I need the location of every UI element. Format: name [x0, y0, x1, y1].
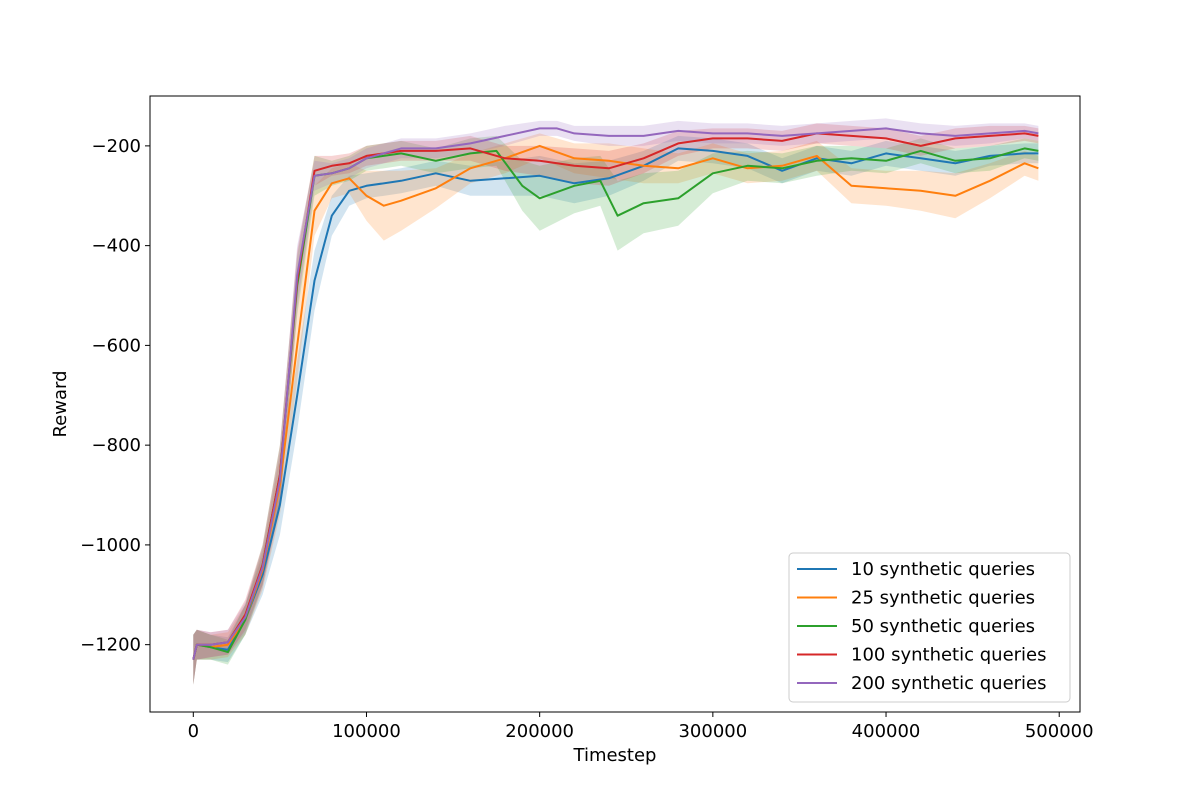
series-line-1 [192, 147, 1039, 660]
x-tick-label: 400000 [852, 721, 921, 742]
y-tick-label: −1000 [80, 535, 141, 556]
legend-label: 10 synthetic queries [851, 559, 1035, 580]
series-band-2 [193, 133, 1039, 685]
legend-box [788, 552, 1071, 703]
legend-label: 50 synthetic queries [851, 616, 1035, 637]
x-tick-label: 0 [188, 721, 199, 742]
legend: 10 synthetic queries 25 synthetic queries… [788, 552, 1071, 703]
legend-label: 25 synthetic queries [851, 588, 1035, 609]
x-axis-title: Timestep [573, 745, 657, 766]
y-axis-ticks: −1200 −1000 −800 −600 −400 −200 [80, 136, 150, 656]
y-tick-label: −800 [92, 435, 141, 456]
x-axis-ticks: 0 100000 200000 300000 400000 500000 [188, 712, 1094, 742]
x-tick-label: 100000 [332, 721, 401, 742]
y-tick-label: −1200 [80, 635, 141, 656]
plot-frame [149, 95, 1081, 713]
std-bands [193, 118, 1039, 685]
x-tick-label: 500000 [1025, 721, 1094, 742]
y-tick-label: −400 [92, 236, 141, 257]
series-line-5 [192, 127, 1039, 660]
y-tick-label: −200 [92, 136, 141, 157]
legend-label: 100 synthetic queries [851, 645, 1047, 666]
y-axis-title: Reward [50, 370, 71, 437]
x-tick-label: 200000 [505, 721, 574, 742]
series-lines [192, 127, 1039, 660]
x-tick-label: 300000 [678, 721, 747, 742]
series-band-3 [193, 135, 1039, 685]
y-tick-label: −600 [92, 335, 141, 356]
legend-label: 200 synthetic queries [851, 673, 1047, 694]
